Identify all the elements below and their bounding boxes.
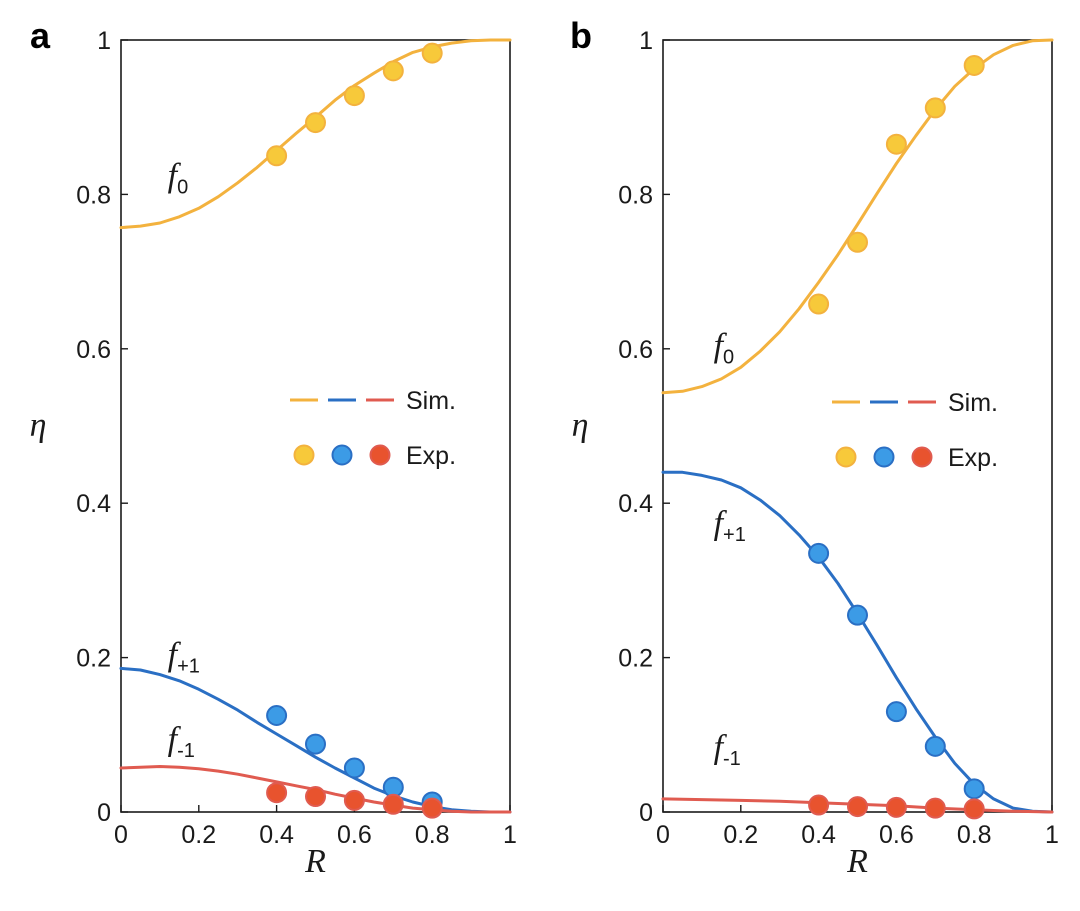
sim-line-f0 — [661, 38, 1054, 395]
exp-point-fm1 — [847, 796, 868, 818]
legend-marker-f0 — [835, 446, 857, 468]
x-axis-label: R — [304, 843, 326, 880]
exp-point-fm1 — [343, 789, 365, 811]
sim-line-fp1 — [119, 666, 512, 814]
panel-label: b — [570, 15, 592, 56]
y-tick-label: 0.6 — [76, 336, 111, 364]
y-tick-label: 0 — [97, 799, 111, 827]
exp-point-fm1 — [266, 782, 288, 804]
y-axis-label: η — [30, 407, 47, 444]
y-tick-label: 0.2 — [618, 645, 653, 673]
y-tick-label: 0.4 — [76, 490, 111, 518]
curve-label-sub: 0 — [177, 177, 188, 199]
exp-point-fm1 — [382, 793, 404, 815]
y-tick-label: 0.8 — [76, 181, 111, 209]
exp-point-fm1 — [924, 797, 946, 819]
curve-label-sub: 0 — [723, 347, 734, 369]
x-tick-label: 0.8 — [415, 821, 450, 849]
y-tick-label: 0.4 — [618, 490, 653, 518]
curve-label-sub: -1 — [177, 740, 195, 762]
y-tick-label: 1 — [639, 27, 653, 55]
curve-label-sub: -1 — [723, 748, 741, 770]
y-tick-label: 1 — [97, 27, 111, 55]
panel-b: 0 0.2 0.4 0.6 0.8 1 0 0.2 0.4 0.6 0.8 1 Rη b f0 f+1 f-1 S… — [570, 15, 1059, 880]
series-f0: f0 — [661, 38, 1054, 395]
x-tick-label: 0.4 — [259, 821, 294, 849]
exp-point-fp1 — [266, 705, 288, 726]
curve-label-fp1: f+1 — [714, 505, 746, 546]
legend-marker-fm1 — [369, 444, 391, 466]
series-fp1: f+1 — [661, 470, 1054, 814]
legend-marker-fm1 — [911, 446, 933, 468]
y-tick-label: 0.2 — [76, 645, 111, 673]
x-tick-label: 0 — [656, 821, 670, 849]
y-tick-label: 0 — [639, 799, 653, 827]
y-tick-label: 0.6 — [618, 336, 653, 364]
series-f0: f0 — [119, 38, 512, 230]
exp-point-f0 — [266, 145, 288, 167]
exp-point-fm1 — [305, 786, 326, 808]
x-axis-label: R — [846, 843, 868, 880]
exp-point-f0 — [924, 97, 946, 119]
legend-marker-fp1 — [873, 446, 895, 468]
exp-point-fm1 — [421, 797, 443, 819]
x-tick-label: 0.2 — [181, 821, 216, 849]
exp-point-f0 — [885, 133, 907, 155]
x-tick-label: 0 — [114, 821, 128, 849]
curve-label-f0: f0 — [168, 158, 189, 199]
legend: Sim. Exp. — [290, 387, 456, 470]
exp-point-fm1 — [885, 796, 907, 818]
curve-label-f0: f0 — [714, 328, 735, 369]
exp-point-f0 — [305, 112, 326, 134]
x-tick-label: 1 — [1045, 821, 1059, 849]
exp-point-fp1 — [885, 701, 907, 723]
exp-point-f0 — [847, 231, 868, 253]
x-tick-label: 0.8 — [957, 821, 992, 849]
x-tick-label: 0.4 — [801, 821, 836, 849]
legend-exp-label: Exp. — [948, 444, 998, 472]
exp-point-fp1 — [305, 733, 326, 755]
exp-point-fp1 — [924, 735, 946, 757]
legend: Sim. Exp. — [832, 389, 998, 472]
legend-marker-fp1 — [331, 444, 353, 466]
x-tick-label: 1 — [503, 821, 517, 849]
curve-label-sub: +1 — [177, 655, 200, 677]
exp-point-f0 — [382, 60, 404, 82]
exp-point-fp1 — [808, 542, 830, 564]
series-fm1: f-1 — [661, 729, 1054, 820]
plot-frame — [662, 39, 1053, 813]
x-tick-label: 0.2 — [723, 821, 758, 849]
legend-sim-label: Sim. — [406, 387, 456, 415]
exp-point-f0 — [343, 85, 365, 107]
x-tick-label: 0.6 — [879, 821, 914, 849]
exp-point-fm1 — [808, 794, 830, 816]
series-fm1: f-1 — [119, 721, 512, 819]
plot-frame — [120, 39, 511, 813]
series-fp1: f+1 — [119, 636, 512, 814]
exp-point-f0 — [963, 54, 985, 76]
x-tick-label: 0.6 — [337, 821, 372, 849]
y-tick-label: 0.8 — [618, 181, 653, 209]
panel-a: 0 0.2 0.4 0.6 0.8 1 0 0.2 0.4 0.6 0.8 1 Rη a f0 f+1 f-1 S… — [30, 15, 517, 880]
curve-label-fp1: f+1 — [168, 636, 200, 677]
legend-exp-label: Exp. — [406, 442, 456, 470]
sim-line-f0 — [119, 38, 512, 230]
panel-label: a — [30, 15, 51, 56]
legend-sim-label: Sim. — [948, 389, 998, 417]
exp-point-fm1 — [963, 798, 985, 820]
legend-marker-f0 — [293, 444, 315, 466]
exp-point-fp1 — [343, 757, 365, 779]
exp-point-f0 — [421, 42, 443, 64]
curve-label-sub: +1 — [723, 524, 746, 546]
exp-point-f0 — [808, 293, 830, 315]
curve-label-fm1: f-1 — [168, 721, 195, 762]
y-axis-label: η — [572, 407, 589, 444]
exp-point-fp1 — [847, 604, 868, 626]
curve-label-fm1: f-1 — [714, 729, 741, 770]
exp-point-fp1 — [963, 778, 985, 800]
